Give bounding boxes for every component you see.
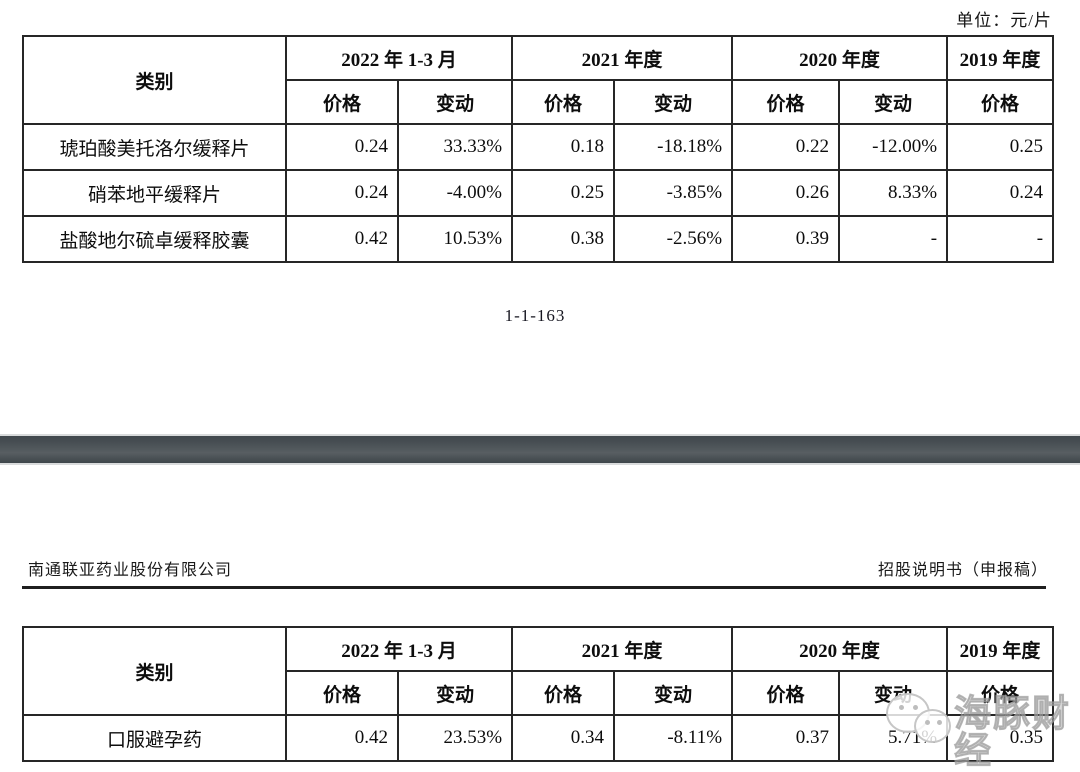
sub-header-cell: 变动 xyxy=(838,670,949,716)
table-row: 硝苯地平缓释片 0.24 -4.00% 0.25 -3.85% 0.26 8.3… xyxy=(22,169,1055,217)
category-column-header: 类别 xyxy=(22,626,287,716)
value-cell: 0.24 xyxy=(285,169,399,217)
year-group-header: 2020 年度 xyxy=(731,35,949,81)
year-group-header: 2019 年度 xyxy=(946,626,1055,672)
year-group-header: 2019 年度 xyxy=(946,35,1055,81)
value-cell: 0.25 xyxy=(511,169,616,217)
category-cell: 口服避孕药 xyxy=(22,714,287,762)
table-row: 琥珀酸美托洛尔缓释片 0.24 33.33% 0.18 -18.18% 0.22… xyxy=(22,123,1055,171)
value-cell: 10.53% xyxy=(396,215,514,263)
year-group-header: 2020 年度 xyxy=(731,626,949,672)
value-cell: 0.34 xyxy=(511,714,616,762)
value-cell: 0.35 xyxy=(946,714,1055,762)
header-rule xyxy=(22,586,1046,589)
page-break-bar xyxy=(0,434,1080,465)
value-cell: 0.37 xyxy=(731,714,841,762)
company-name: 南通联亚药业股份有限公司 xyxy=(28,562,233,579)
sub-header-cell: 变动 xyxy=(396,670,514,716)
sub-header-cell: 价格 xyxy=(511,670,616,716)
sub-header-cell: 价格 xyxy=(285,670,399,716)
year-group-header: 2022 年 1-3 月 xyxy=(284,626,514,672)
price-table-bottom: 类别 2022 年 1-3 月 2021 年度 2020 年度 2019 年度 … xyxy=(22,626,1055,762)
category-cell: 琥珀酸美托洛尔缓释片 xyxy=(22,123,287,171)
sub-header-cell: 变动 xyxy=(838,79,949,125)
year-group-header: 2021 年度 xyxy=(511,35,734,81)
value-cell: 0.39 xyxy=(731,215,841,263)
value-cell: 0.38 xyxy=(511,215,616,263)
sub-header-cell: 价格 xyxy=(511,79,616,125)
value-cell: -2.56% xyxy=(613,215,734,263)
value-cell: 0.25 xyxy=(946,123,1055,171)
table-row: 盐酸地尔硫卓缓释胶囊 0.42 10.53% 0.38 -2.56% 0.39 … xyxy=(22,215,1055,263)
value-cell: 0.42 xyxy=(285,215,399,263)
sub-header-cell: 价格 xyxy=(731,79,841,125)
category-cell: 硝苯地平缓释片 xyxy=(22,169,287,217)
sub-header-cell: 变动 xyxy=(613,670,734,716)
page-number: 1-1-163 xyxy=(504,306,566,325)
value-cell: -3.85% xyxy=(613,169,734,217)
value-cell: 0.18 xyxy=(511,123,616,171)
category-cell: 盐酸地尔硫卓缓释胶囊 xyxy=(22,215,287,263)
value-cell: -8.11% xyxy=(613,714,734,762)
running-header: 南通联亚药业股份有限公司 招股说明书（申报稿） xyxy=(28,556,1048,580)
value-cell: 0.26 xyxy=(731,169,841,217)
value-cell: 5.71% xyxy=(838,714,949,762)
value-cell: 8.33% xyxy=(838,169,949,217)
value-cell: 33.33% xyxy=(396,123,514,171)
sub-header-cell: 变动 xyxy=(613,79,734,125)
value-cell: - xyxy=(946,215,1055,263)
value-cell: 0.22 xyxy=(731,123,841,171)
unit-label: 单位：元/片 xyxy=(956,11,1052,30)
value-cell: - xyxy=(838,215,949,263)
value-cell: -12.00% xyxy=(838,123,949,171)
year-group-header: 2021 年度 xyxy=(511,626,734,672)
table-row: 口服避孕药 0.42 23.53% 0.34 -8.11% 0.37 5.71%… xyxy=(22,714,1055,762)
sub-header-cell: 变动 xyxy=(396,79,514,125)
sub-header-cell: 价格 xyxy=(731,670,841,716)
sub-header-cell: 价格 xyxy=(946,670,1055,716)
document-title: 招股说明书（申报稿） xyxy=(877,562,1048,579)
value-cell: -18.18% xyxy=(613,123,734,171)
sub-header-cell: 价格 xyxy=(285,79,399,125)
category-column-header: 类别 xyxy=(22,35,287,125)
value-cell: 0.24 xyxy=(285,123,399,171)
sub-header-cell: 价格 xyxy=(946,79,1055,125)
value-cell: -4.00% xyxy=(396,169,514,217)
price-table-top: 类别 2022 年 1-3 月 2021 年度 2020 年度 2019 年度 … xyxy=(22,35,1055,263)
year-group-header: 2022 年 1-3 月 xyxy=(284,35,514,81)
value-cell: 0.24 xyxy=(946,169,1055,217)
value-cell: 23.53% xyxy=(396,714,514,762)
value-cell: 0.42 xyxy=(285,714,399,762)
